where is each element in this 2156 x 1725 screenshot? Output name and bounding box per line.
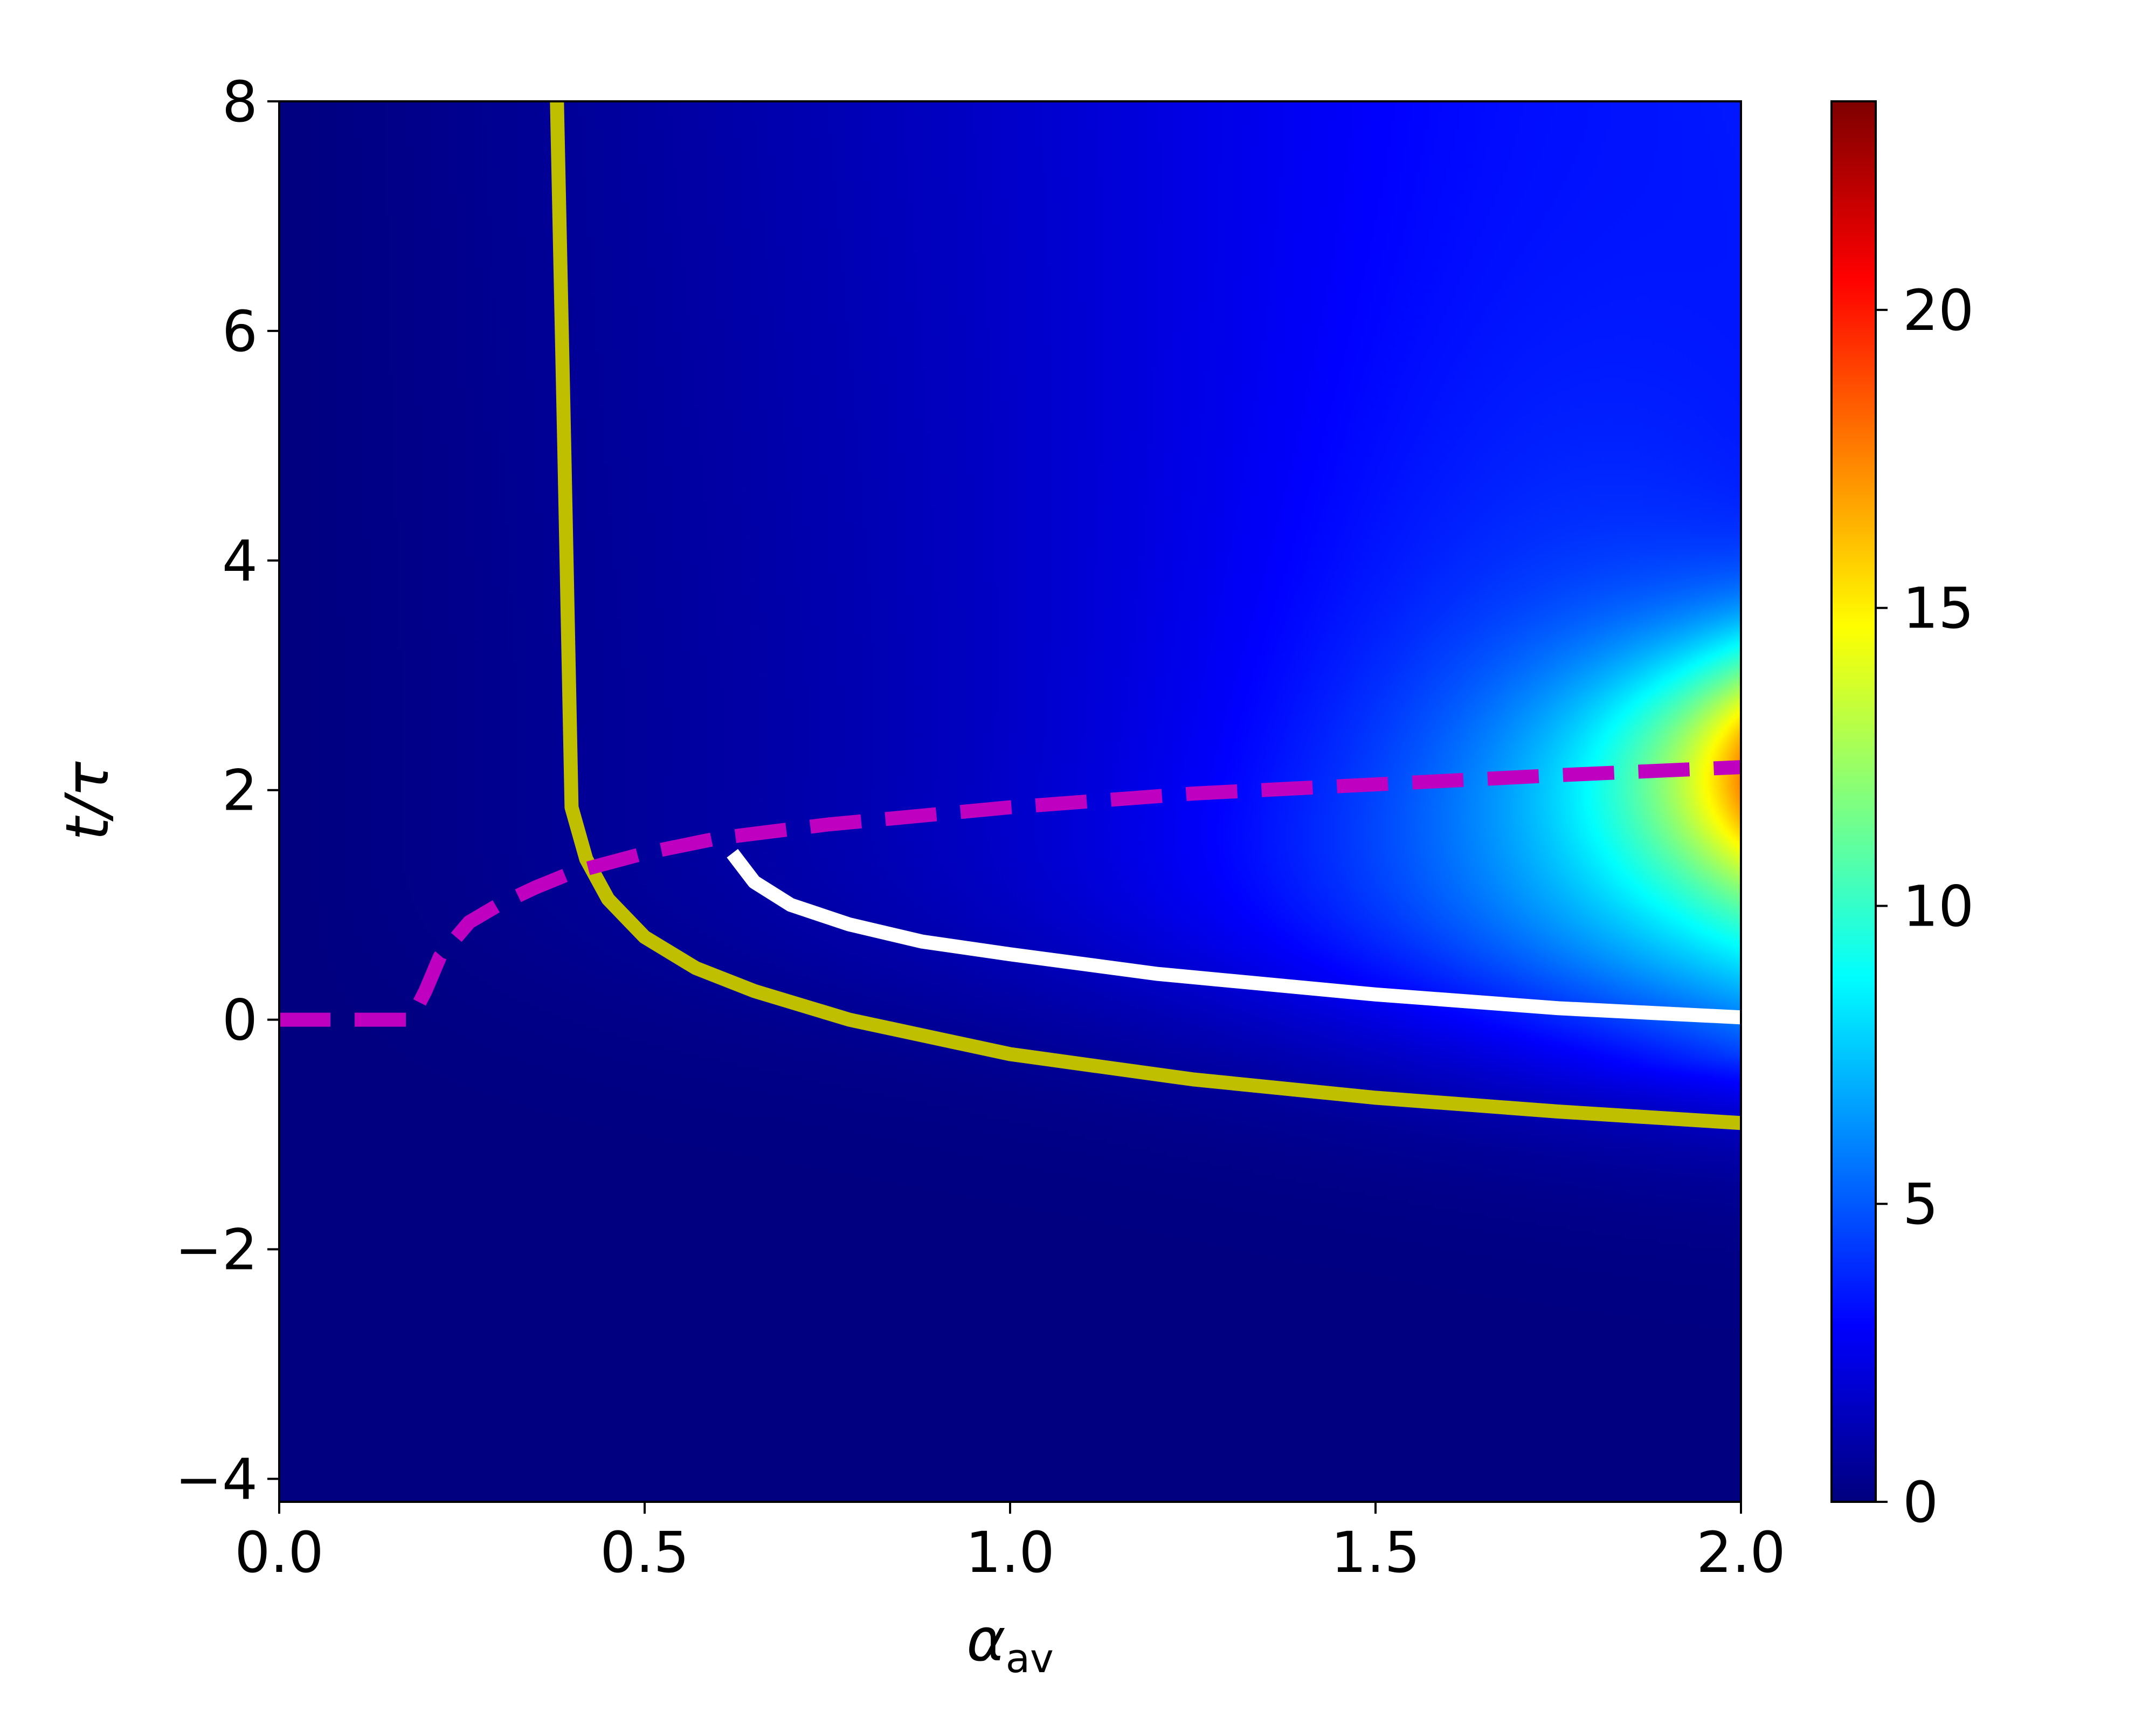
curve-0 — [550, 101, 1741, 1130]
x-tick-label: 0.0 — [234, 1520, 323, 1585]
plot-area — [278, 100, 1742, 1503]
colorbar-tick-label: 0 — [1903, 1469, 1938, 1535]
colorbar-axis: 0 5 10 15 20 — [1876, 278, 1974, 1535]
curve-2 — [279, 760, 1741, 1027]
colorbar-tick-label: 15 — [1903, 576, 1974, 641]
y-tick-label: 2 — [222, 758, 258, 824]
x-tick-label: 0.5 — [600, 1520, 689, 1585]
colorbar-gradient — [1832, 101, 1876, 1502]
x-tick-label: 2.0 — [1696, 1520, 1785, 1585]
x-tick-label: 1.0 — [965, 1520, 1054, 1585]
curves-layer — [279, 101, 1741, 1130]
y-tick-label: 4 — [222, 528, 258, 594]
y-tick-label: 0 — [222, 988, 258, 1053]
colorbar-frame — [1830, 100, 1877, 1503]
x-axis-label-base: α — [966, 1605, 1006, 1674]
colorbar-tick-label: 5 — [1903, 1171, 1938, 1237]
colorbar-tick-label: 20 — [1903, 278, 1974, 343]
colorbar-tick-label: 10 — [1903, 873, 1974, 939]
y-tick-label: −2 — [175, 1217, 258, 1283]
x-axis-label-subscript: av — [1006, 1636, 1054, 1682]
curve-1 — [727, 848, 1741, 1025]
y-tick-label: 8 — [222, 69, 258, 135]
x-tick-label: 1.5 — [1331, 1520, 1420, 1585]
y-axis: −4 −2 0 2 4 6 8 — [175, 69, 279, 1512]
x-axis-label: αav — [966, 1605, 1054, 1682]
colorbar: 0 5 10 15 20 — [1830, 100, 1974, 1535]
x-axis: 0.0 0.5 1.0 1.5 2.0 — [234, 1502, 1786, 1585]
y-tick-label: 6 — [222, 299, 258, 364]
y-axis-label: t/τ — [53, 761, 122, 840]
y-tick-label: −4 — [175, 1446, 258, 1512]
